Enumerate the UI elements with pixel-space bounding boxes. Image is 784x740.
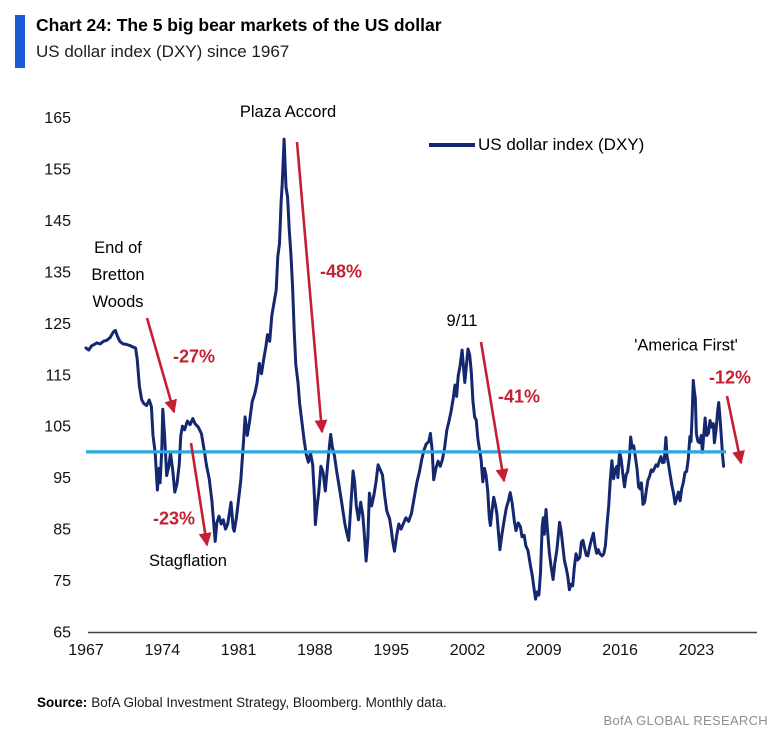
decline-label-23pct: -23% [152,508,196,529]
decline-arrows-group [145,141,745,547]
dxy-line-group [84,137,726,601]
decline-arrow-41pct [479,341,509,483]
y-tick-label: 165 [44,110,71,127]
annotation-plaza-accord: Plaza Accord [239,103,337,122]
y-tick-label: 105 [44,419,71,436]
decline-label-48pct: -48% [319,261,363,282]
decline-arrow-27pct [145,317,177,414]
y-tick-label: 145 [44,213,71,230]
y-tick-label: 85 [53,522,71,539]
y-tick-label: 115 [45,367,71,384]
x-tick-label: 1974 [145,642,181,659]
brand-mark: BofA GLOBAL RESEARCH [603,713,768,728]
annotation-end-of-bretton-woods: End of Bretton Woods [91,239,145,312]
legend-label: US dollar index (DXY) [478,135,645,154]
decline-label-27pct: -27% [172,346,216,367]
y-tick-label: 75 [53,573,71,590]
annotation-9-11: 9/11 [446,312,478,331]
source-note: Source: BofA Global Investment Strategy, … [37,695,447,710]
legend: US dollar index (DXY) [429,135,644,155]
x-tick-label: 1988 [297,642,333,659]
source-label: Source: [37,695,88,710]
x-tick-label: 1967 [68,642,104,659]
accent-bar [15,15,25,68]
y-tick-label: 155 [44,162,71,179]
y-tick-label: 135 [44,264,71,281]
annotation-stagflation: Stagflation [149,552,227,571]
y-tick-label: 125 [44,316,71,333]
dxy-line [84,137,726,601]
x-tick-label: 1981 [221,642,257,659]
chart-subtitle: US dollar index (DXY) since 1967 [36,42,290,61]
x-tick-label: 2002 [450,642,486,659]
page-title: Chart 24: The 5 big bear markets of the … [36,15,442,35]
x-tick-label: 2023 [679,642,715,659]
decline-label-41pct: -41% [497,386,541,407]
decline-label-12pct: -12% [708,367,752,388]
x-tick-label: 1995 [373,642,409,659]
y-tick-label: 95 [53,470,71,487]
legend-line-swatch [429,143,475,147]
y-tick-label: 65 [53,625,71,642]
decline-arrow-23pct [189,442,212,547]
source-text: BofA Global Investment Strategy, Bloombe… [91,695,447,710]
decline-arrow-48pct [295,141,328,434]
x-tick-label: 2009 [526,642,562,659]
decline-arrow-12pct [725,395,745,465]
annotation-america-first: 'America First' [634,336,738,355]
x-tick-label: 2016 [602,642,638,659]
